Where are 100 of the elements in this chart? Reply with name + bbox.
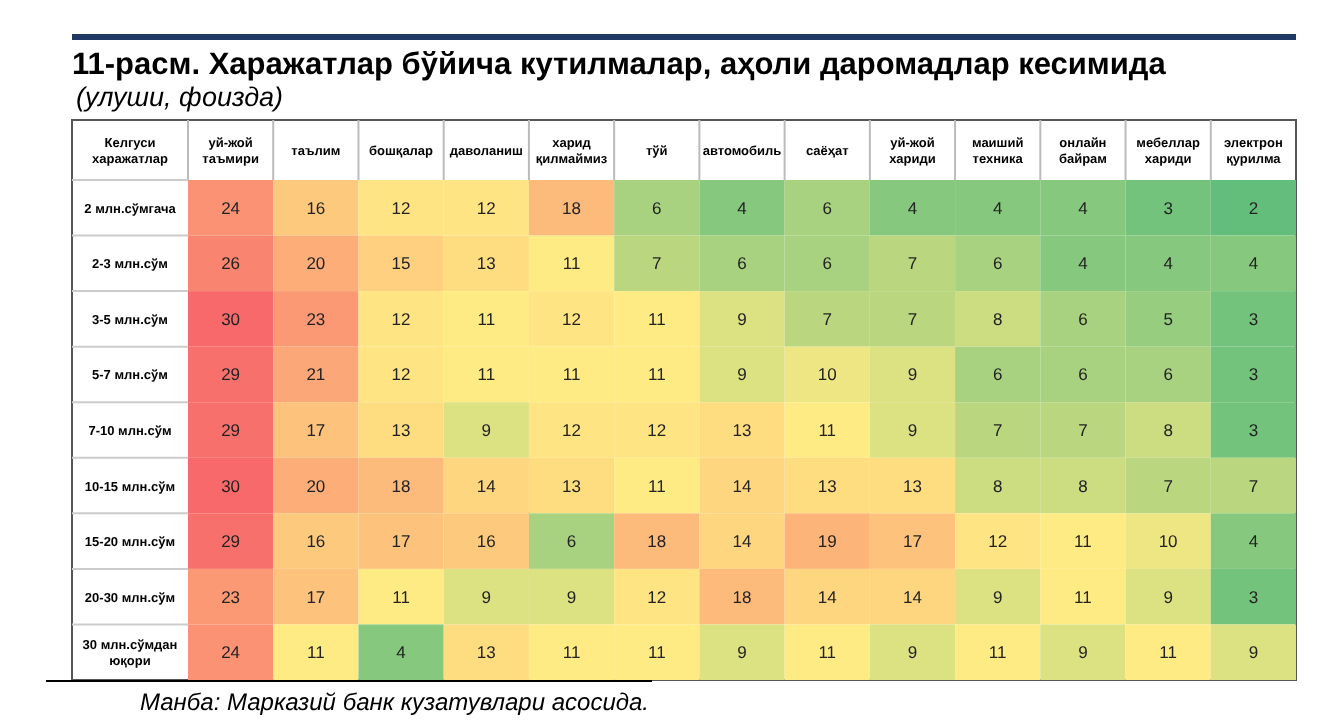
data-label: 29 xyxy=(221,364,241,385)
data-label: 13 xyxy=(562,475,582,496)
data-label: 9 xyxy=(907,420,918,440)
data-label: 4 xyxy=(907,197,918,218)
data-label: 17 xyxy=(902,531,923,552)
data-label: 23 xyxy=(306,308,326,329)
data-label: 11 xyxy=(477,308,496,329)
data-label: 13 xyxy=(476,642,497,663)
data-label: 5 xyxy=(1163,308,1174,329)
data-label: 3 xyxy=(1248,420,1259,440)
data-label: 12 xyxy=(391,364,412,385)
data-label: 7 xyxy=(907,253,918,274)
data-label: 19 xyxy=(817,531,838,552)
data-label: 7 xyxy=(822,308,833,329)
data-label: 13 xyxy=(391,420,412,440)
data-label: 6 xyxy=(652,197,663,218)
data-label: 11 xyxy=(988,642,1008,663)
data-label: 14 xyxy=(476,475,497,496)
data-label: 11 xyxy=(562,364,581,385)
data-label: 9 xyxy=(481,420,492,440)
data-label: 29 xyxy=(221,420,241,440)
data-label: 9 xyxy=(1078,642,1089,663)
data-label: 3 xyxy=(1248,308,1259,329)
data-label: 11 xyxy=(1074,531,1093,552)
data-label: 15 xyxy=(391,253,412,274)
data-label: 11 xyxy=(818,642,837,663)
chart-subtitle: (улуши, фоизда) xyxy=(76,82,284,112)
data-label: 11 xyxy=(1074,586,1093,607)
data-label: 7 xyxy=(1078,420,1089,440)
data-label: 18 xyxy=(562,197,582,218)
data-label: 23 xyxy=(221,586,241,607)
data-label: 11 xyxy=(647,642,667,663)
data-label: 24 xyxy=(221,197,241,218)
data-label: 6 xyxy=(992,364,1003,385)
data-label: 4 xyxy=(1163,253,1174,274)
data-label: 7 xyxy=(992,420,1003,440)
data-label: 4 xyxy=(1078,253,1089,274)
data-label: 12 xyxy=(476,197,497,218)
data-label: 16 xyxy=(306,197,326,218)
data-label: 17 xyxy=(306,586,326,607)
data-label: 11 xyxy=(477,364,496,385)
data-label: 3 xyxy=(1163,197,1174,218)
data-label: 9 xyxy=(737,308,748,329)
data-label: 12 xyxy=(562,420,582,440)
data-label: 8 xyxy=(992,475,1003,496)
data-label: 18 xyxy=(647,531,667,552)
data-label: 9 xyxy=(1248,642,1259,663)
data-label: 11 xyxy=(562,253,581,274)
data-label: 11 xyxy=(392,586,411,607)
data-label: 4 xyxy=(396,642,407,663)
data-label: 11 xyxy=(818,420,837,440)
data-label: 8 xyxy=(992,308,1003,329)
data-label: 10 xyxy=(817,364,838,385)
data-label: 7 xyxy=(907,308,918,329)
data-label: 7 xyxy=(1248,475,1259,496)
data-label: 11 xyxy=(647,364,667,385)
data-label: 9 xyxy=(907,642,918,663)
data-label: 14 xyxy=(817,586,838,607)
data-label: 13 xyxy=(476,253,497,274)
data-label: 6 xyxy=(1078,364,1089,385)
data-label: 26 xyxy=(221,253,241,274)
data-label: 12 xyxy=(562,308,582,329)
data-label: 12 xyxy=(647,420,667,440)
data-label: 12 xyxy=(647,586,667,607)
data-label: 12 xyxy=(988,531,1008,552)
data-label: 10 xyxy=(1158,531,1179,552)
data-label: 13 xyxy=(732,420,752,440)
data-label: 14 xyxy=(902,586,923,607)
data-label: 9 xyxy=(481,586,492,607)
data-label: 4 xyxy=(737,197,748,218)
data-label: 20 xyxy=(306,475,326,496)
data-label: 14 xyxy=(732,531,752,552)
data-label: 17 xyxy=(306,420,326,440)
data-label: 4 xyxy=(1248,253,1259,274)
data-label: 6 xyxy=(822,197,833,218)
data-label: 17 xyxy=(391,531,412,552)
data-label: 29 xyxy=(221,531,241,552)
data-label: 11 xyxy=(647,308,667,329)
data-label: 18 xyxy=(732,586,752,607)
data-label: 21 xyxy=(306,364,326,385)
data-label: 12 xyxy=(391,308,412,329)
data-label: 6 xyxy=(992,253,1003,274)
data-label: 4 xyxy=(992,197,1003,218)
data-label: 7 xyxy=(652,253,663,274)
data-label: 30 xyxy=(221,308,241,329)
data-label: 8 xyxy=(1078,475,1089,496)
data-label: 9 xyxy=(566,586,577,607)
data-label: 6 xyxy=(822,253,833,274)
data-label: 11 xyxy=(307,642,326,663)
data-label: 6 xyxy=(1163,364,1174,385)
text: Манба: Марказий банк кузатувлари асосида. xyxy=(140,688,650,716)
data-label: 6 xyxy=(1078,308,1089,329)
data-label: 16 xyxy=(306,531,326,552)
data-label: 11 xyxy=(562,642,581,663)
data-label: 9 xyxy=(737,364,748,385)
data-label: 9 xyxy=(907,364,918,385)
data-label: 11 xyxy=(1159,642,1178,663)
data-label: 11 xyxy=(647,475,667,496)
data-label: 6 xyxy=(566,531,577,552)
data-label: 4 xyxy=(1248,531,1259,552)
